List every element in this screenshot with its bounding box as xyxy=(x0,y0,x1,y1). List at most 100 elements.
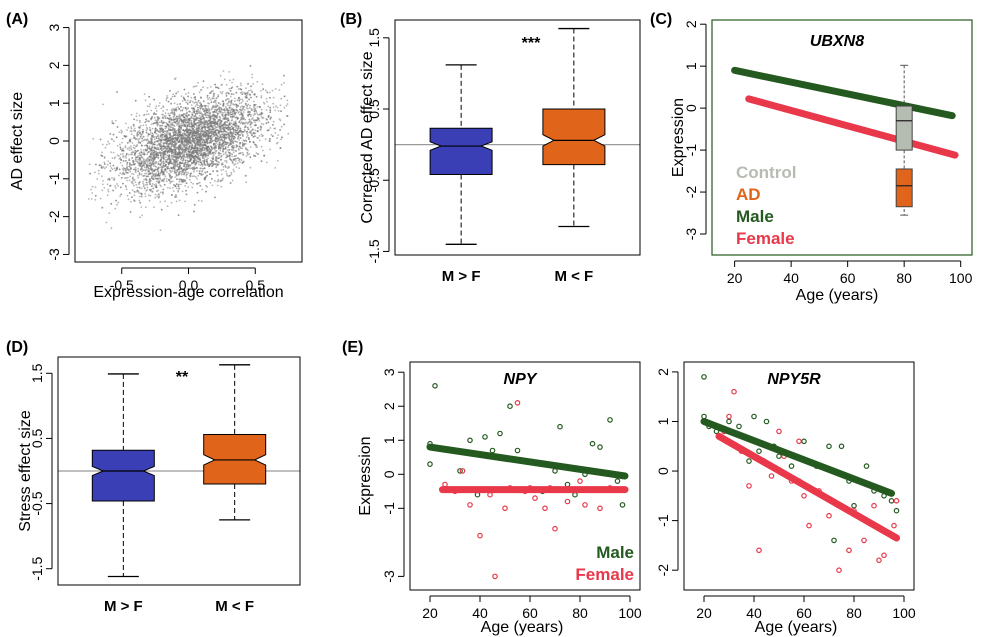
scatter-point xyxy=(240,137,242,140)
scatter-point xyxy=(238,96,240,99)
scatter-point xyxy=(160,169,163,172)
scatter-point xyxy=(172,127,175,130)
scatter-point xyxy=(279,147,282,150)
scatter-point xyxy=(168,157,170,160)
scatter-point xyxy=(244,142,247,145)
scatter-point xyxy=(262,116,265,119)
scatter-point xyxy=(250,96,252,99)
scatter-point xyxy=(177,106,180,108)
scatter-point xyxy=(129,175,132,178)
scatter-point xyxy=(105,143,108,146)
scatter-point xyxy=(175,178,178,180)
scatter-point xyxy=(159,184,162,187)
scatter-point xyxy=(150,177,153,180)
scatter-point xyxy=(188,144,191,147)
scatter-point xyxy=(165,136,168,139)
scatter-point xyxy=(232,131,235,133)
scatter-point xyxy=(208,128,211,131)
scatter-point xyxy=(176,115,178,118)
scatter-point xyxy=(139,135,142,138)
scatter-point xyxy=(173,111,176,114)
scatter-point xyxy=(204,106,207,109)
scatter-point xyxy=(132,123,135,126)
scatter-point xyxy=(260,133,263,136)
scatter-point xyxy=(137,167,140,170)
scatter-point xyxy=(130,164,133,166)
scatter-point xyxy=(173,170,176,173)
scatter-point xyxy=(136,189,139,192)
scatter-point xyxy=(186,155,189,158)
scatter-point xyxy=(226,149,229,152)
scatter-point xyxy=(238,99,241,102)
scatter-point xyxy=(159,130,162,133)
scatter-point xyxy=(228,138,231,141)
scatter-point xyxy=(198,152,201,155)
scatter-point xyxy=(187,137,189,140)
scatter-point xyxy=(235,131,237,134)
scatter-point xyxy=(272,96,275,99)
scatter-point xyxy=(251,73,254,76)
scatter-point xyxy=(141,165,144,168)
scatter-point xyxy=(151,185,153,188)
scatter-point xyxy=(251,109,254,112)
scatter-point xyxy=(132,146,135,149)
scatter-point xyxy=(216,170,219,173)
scatter-point xyxy=(249,65,252,67)
scatter-point xyxy=(103,167,106,170)
scatter-point xyxy=(110,227,113,230)
scatter-point xyxy=(158,104,160,107)
scatter-point xyxy=(248,93,251,96)
scatter-point xyxy=(232,123,234,126)
scatter-point xyxy=(166,148,168,150)
scatter-point xyxy=(108,212,111,215)
scatter-point xyxy=(154,168,157,171)
scatter-point xyxy=(123,135,126,138)
scatter-point xyxy=(184,113,187,115)
scatter-point xyxy=(246,130,249,133)
scatter-point xyxy=(239,98,242,101)
scatter-point xyxy=(185,182,188,185)
scatter-point xyxy=(214,163,217,166)
scatter-point xyxy=(278,89,281,91)
scatter-point xyxy=(157,143,160,146)
scatter-point xyxy=(205,184,208,187)
scatter-point xyxy=(247,121,249,124)
scatter-point xyxy=(179,178,181,181)
scatter-point xyxy=(159,135,162,137)
scatter-point xyxy=(155,113,157,115)
scatter-point xyxy=(132,159,134,162)
scatter-point xyxy=(251,134,253,137)
scatter-point xyxy=(195,110,198,113)
scatter-point xyxy=(213,146,216,149)
scatter-point xyxy=(127,153,130,156)
scatter-point xyxy=(231,153,234,156)
scatter-point xyxy=(201,152,204,155)
scatter-point xyxy=(255,144,258,147)
scatter-point xyxy=(149,103,151,106)
scatter-point xyxy=(204,138,207,141)
scatter-point xyxy=(162,114,164,116)
scatter-point xyxy=(115,169,118,171)
scatter-point xyxy=(168,139,171,142)
scatter-point xyxy=(232,78,235,81)
scatter-point xyxy=(204,121,207,124)
scatter-point xyxy=(188,123,191,125)
scatter-point xyxy=(145,129,148,132)
scatter-point xyxy=(140,161,143,164)
scatter-point xyxy=(147,135,149,137)
scatter-point xyxy=(237,148,240,150)
scatter-point xyxy=(171,142,174,145)
scatter-point xyxy=(250,89,252,92)
scatter-point xyxy=(243,91,245,94)
scatter-point xyxy=(145,164,148,166)
scatter-point xyxy=(195,122,198,125)
scatter-point xyxy=(183,152,185,155)
scatter-point xyxy=(225,98,228,101)
scatter-point xyxy=(212,139,214,142)
scatter-point xyxy=(239,106,242,108)
scatter-point xyxy=(267,121,270,124)
scatter-point xyxy=(145,124,148,126)
scatter-point xyxy=(183,155,186,158)
scatter-point xyxy=(157,152,160,154)
scatter-point xyxy=(234,140,237,143)
